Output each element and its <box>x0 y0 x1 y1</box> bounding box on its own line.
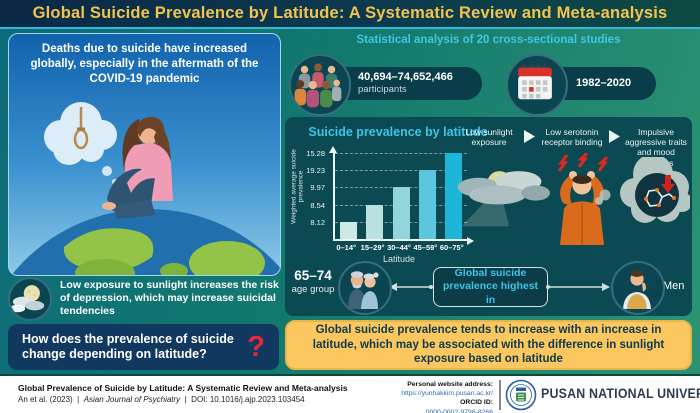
y-tick-label: 8.12 <box>310 217 325 227</box>
age-group-label: age group <box>291 284 335 295</box>
noose-thought-cloud-icon <box>44 102 118 185</box>
bar-chart-plot <box>329 146 474 245</box>
bar-15–29° <box>366 204 384 239</box>
university-name: PUSAN NATIONAL UNIVERSITY <box>541 386 700 401</box>
footer-author-info: Personal website address: https://yunhak… <box>360 380 493 413</box>
gridline <box>335 170 467 172</box>
page-title: Global Suicide Prevalence by Latitude: A… <box>32 4 668 22</box>
flow-arrow-icon <box>609 130 620 143</box>
research-question-text: How does the prevalence of suicide chang… <box>22 332 234 361</box>
stats-heading: Statistical analysis of 20 cross-section… <box>356 34 621 46</box>
participants-label: participants <box>358 84 407 96</box>
y-tick-label: 8.54 <box>310 200 325 210</box>
y-tick-label: 9.97 <box>310 183 325 193</box>
footer-separator: | <box>184 395 187 404</box>
footer-separator: | <box>77 395 80 404</box>
flow-step-sunlight: Low sunlight exposure <box>465 127 513 148</box>
gridline <box>335 153 467 154</box>
serotonin-decrease-icon <box>620 157 690 223</box>
footer-citation: An et al. (2023) | Asian Journal of Psyc… <box>18 395 305 404</box>
footer-journal: Asian Journal of Psychiatry <box>83 395 181 404</box>
research-question-box: How does the prevalence of suicide chang… <box>8 324 279 370</box>
chart-title: Suicide prevalence by latitude <box>308 125 488 139</box>
bar-0–14° <box>339 221 357 239</box>
moon-clouds-icon <box>8 277 52 321</box>
analysis-panel: Suicide prevalence by latitude Weighted … <box>285 117 692 316</box>
footer-paper-title: Global Prevalence of Suicide by Latitude… <box>18 383 348 393</box>
footer-doi: DOI: 10.1016/j.ajp.2023.103454 <box>191 395 305 404</box>
sunlight-note-text: Low exposure to sunlight increases the r… <box>60 279 279 318</box>
conclusion-text: Global suicide prevalence tends to incre… <box>312 323 665 366</box>
website-label: Personal website address: <box>407 381 493 388</box>
x-tick-label: 15–29° <box>360 243 385 252</box>
man-icon <box>611 261 665 315</box>
covid-suicide-message: Deaths due to suicide have increased glo… <box>30 43 259 85</box>
x-tick-label: 60–75° <box>439 243 464 252</box>
conclusion-banner: Global suicide prevalence tends to incre… <box>285 320 692 370</box>
y-tick-label: 15.28 <box>306 149 325 158</box>
arrow-to-men-icon <box>546 283 610 291</box>
flow-step-serotonin: Low serotonin receptor binding <box>541 127 603 148</box>
website-link[interactable]: https://yunhakkim.pusan.ac.kr/ <box>401 390 493 398</box>
arrow-to-age-icon <box>389 283 433 291</box>
bar-45–59° <box>418 170 436 239</box>
calendar-icon <box>506 54 568 116</box>
flow-arrow-icon <box>524 130 535 143</box>
men-label: Men <box>663 280 685 292</box>
x-tick-label: 45–59° <box>413 243 438 252</box>
highest-in-box: Global suicide prevalence highest in <box>433 267 548 307</box>
elderly-couple-icon <box>338 261 392 315</box>
chart-y-ticks: 15.28 19.23 9.97 8.54 8.12 <box>291 149 329 239</box>
age-group-value: 65–74 <box>294 268 332 283</box>
y-axis-arrow-icon <box>329 146 337 153</box>
chart-x-ticks: 0–14° 15–29° 30–44° 45–59° 60–75° <box>333 243 465 253</box>
footer-authors: An et al. (2023) <box>18 395 73 404</box>
x-tick-label: 0–14° <box>336 243 357 252</box>
covid-suicide-card: Deaths due to suicide have increased glo… <box>8 33 281 276</box>
highest-in-text: Global suicide prevalence highest in <box>442 267 539 306</box>
people-group-icon <box>289 54 351 116</box>
pnu-seal-logo <box>505 379 537 411</box>
header-bar: Global Suicide Prevalence by Latitude: A… <box>0 0 700 29</box>
chart-x-axis-label: Latitude <box>382 254 416 264</box>
bar-60–75° <box>445 153 463 239</box>
bar-30–44° <box>392 187 410 239</box>
orcid-value: 0000-0002-9796-8266 <box>425 408 493 413</box>
woman-on-globe-icon <box>11 102 280 275</box>
y-tick-label: 19.23 <box>306 166 325 176</box>
participants-value: 40,694–74,652,466 <box>358 71 453 84</box>
question-mark-icon: ? <box>247 330 265 363</box>
stressed-man-icon <box>557 153 611 245</box>
footer-divider <box>499 380 501 410</box>
orcid-label: ORCID ID: <box>460 399 493 407</box>
dim-sunlight-icon <box>457 171 550 227</box>
sunlight-depression-note: Low exposure to sunlight increases the r… <box>8 277 279 321</box>
x-axis-arrow-icon <box>467 237 474 245</box>
x-tick-label: 30–44° <box>387 243 411 252</box>
footer-bar: Global Prevalence of Suicide by Latitude… <box>0 374 700 413</box>
years-value: 1982–2020 <box>576 76 632 89</box>
